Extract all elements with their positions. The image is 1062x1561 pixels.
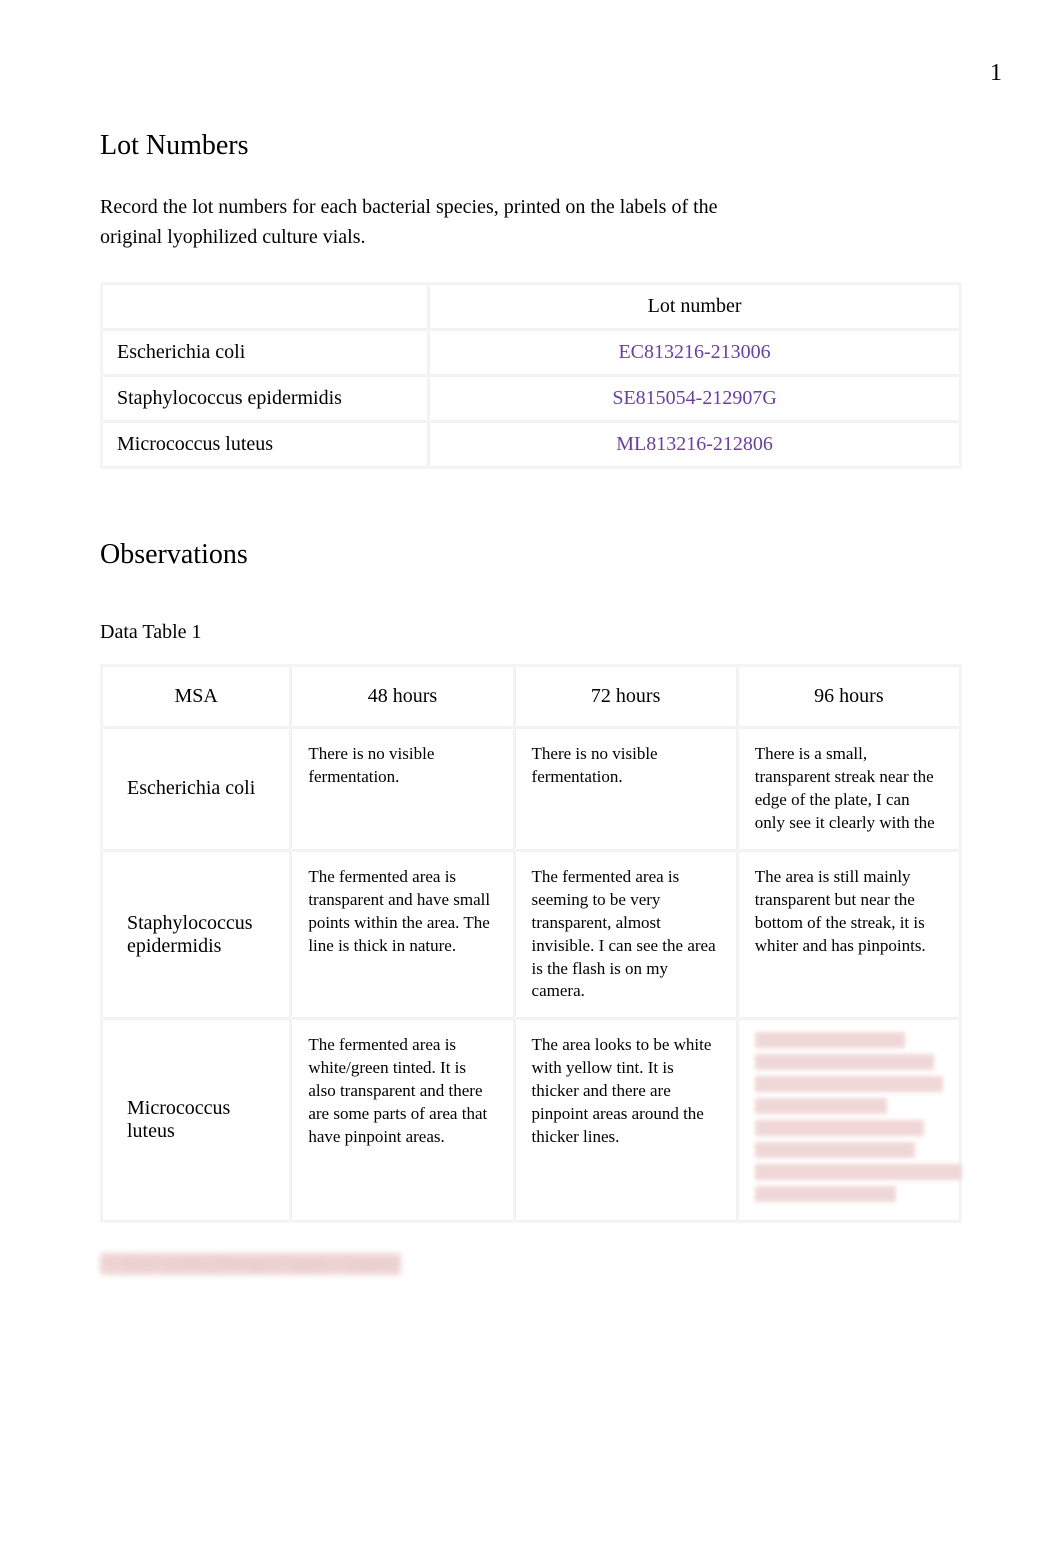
obs-cell-96h: The area is still mainly transparent but… (739, 852, 959, 1018)
lot-value-cell: EC813216-213006 (430, 331, 959, 374)
obs-cell-72h: The fermented area is seeming to be very… (516, 852, 736, 1018)
obs-cell-96h-redacted (739, 1020, 959, 1220)
intro-paragraph: Record the lot numbers for each bacteria… (100, 192, 740, 252)
species-cell: Micrococcus luteus (103, 423, 427, 466)
obs-cell-72h: There is no visible fermentation. (516, 729, 736, 849)
redacted-line (755, 1186, 896, 1202)
page: 1 Lot Numbers Record the lot numbers for… (0, 0, 1062, 1561)
redacted-line (755, 1142, 915, 1158)
lot-number-text: ML813216-212806 (616, 433, 773, 455)
heading-observations: Observations (100, 539, 962, 571)
page-number: 1 (990, 60, 1002, 87)
redacted-line (755, 1098, 887, 1114)
observations-table: MSA 48 hours 72 hours 96 hours Escherich… (100, 664, 962, 1223)
redacted-line (755, 1164, 962, 1180)
lot-numbers-table: Lot number Escherichia coli EC813216-213… (100, 282, 962, 469)
table-row: Micrococcus luteus ML813216-212806 (103, 423, 959, 466)
species-name: Escherichia coli (117, 341, 245, 363)
species-cell: Micrococcus luteus (103, 1020, 289, 1220)
obs-cell-48h: The fermented area is white/green tinted… (292, 1020, 512, 1220)
lot-number-text: EC813216-213006 (618, 341, 770, 363)
table-row: Staphylococcus epidermidis The fermented… (103, 852, 959, 1018)
heading-lot-numbers: Lot Numbers (100, 130, 962, 162)
redacted-line (755, 1054, 934, 1070)
lot-value-cell: SE815054-212907G (430, 377, 959, 420)
data-table-label: Data Table 1 (100, 621, 962, 644)
footer-text: © 2016 Carolina Biological Supply Compan… (100, 1253, 401, 1275)
table-row: Micrococcus luteus The fermented area is… (103, 1020, 959, 1220)
obs-header-96h: 96 hours (739, 667, 959, 726)
obs-cell-48h: The fermented area is transparent and ha… (292, 852, 512, 1018)
obs-header-msa: MSA (103, 667, 289, 726)
lot-value-cell: ML813216-212806 (430, 423, 959, 466)
lot-number-text: SE815054-212907G (612, 387, 776, 409)
species-cell: Staphylococcus epidermidis (103, 852, 289, 1018)
obs-header-48h: 48 hours (292, 667, 512, 726)
table-row: Escherichia coli EC813216-213006 (103, 331, 959, 374)
table-row: Escherichia coli There is no visible fer… (103, 729, 959, 849)
species-cell: Staphylococcus epidermidis (103, 377, 427, 420)
table-header-row: MSA 48 hours 72 hours 96 hours (103, 667, 959, 726)
lot-header-empty (103, 285, 427, 328)
lot-header-lot: Lot number (430, 285, 959, 328)
obs-cell-48h: There is no visible fermentation. (292, 729, 512, 849)
species-cell: Escherichia coli (103, 331, 427, 374)
table-header-row: Lot number (103, 285, 959, 328)
obs-cell-72h: The area looks to be white with yellow t… (516, 1020, 736, 1220)
redacted-line (755, 1032, 906, 1048)
table-row: Staphylococcus epidermidis SE815054-2129… (103, 377, 959, 420)
redacted-line (755, 1076, 943, 1092)
obs-header-72h: 72 hours (516, 667, 736, 726)
redacted-line (755, 1120, 924, 1136)
obs-cell-96h: There is a small, transparent streak nea… (739, 729, 959, 849)
footer-copyright: © 2016 Carolina Biological Supply Compan… (100, 1253, 962, 1275)
species-cell: Escherichia coli (103, 729, 289, 849)
